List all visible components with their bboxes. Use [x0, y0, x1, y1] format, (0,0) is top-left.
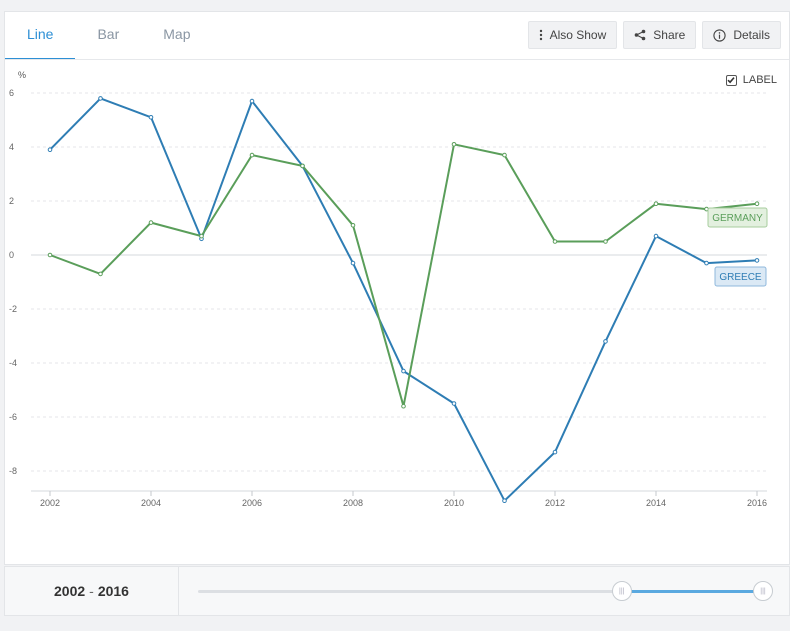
- data-point: [552, 239, 558, 244]
- view-tabs: Line Bar Map: [5, 12, 213, 60]
- x-tick-label: 2016: [747, 498, 767, 508]
- range-start-handle[interactable]: |||: [611, 581, 632, 601]
- series-end-label: GREECE: [719, 272, 762, 283]
- range-label: 2002 - 2016: [5, 567, 179, 615]
- data-point: [300, 163, 305, 169]
- data-point: [98, 96, 103, 101]
- data-point: [502, 152, 507, 158]
- data-point: [249, 152, 255, 158]
- data-point: [148, 115, 154, 120]
- data-point: [199, 233, 204, 239]
- y-tick-label: -4: [9, 358, 17, 368]
- chart-toolbar: Also Show Share Details: [527, 21, 781, 49]
- y-axis-label: %: [18, 70, 26, 80]
- y-tick-label: 2: [9, 196, 14, 206]
- data-point: [704, 260, 709, 266]
- share-button[interactable]: Share: [623, 21, 697, 49]
- y-tick-label: 6: [9, 88, 14, 98]
- y-tick-label: 0: [9, 250, 14, 260]
- share-icon: [634, 29, 646, 41]
- data-point: [451, 401, 457, 406]
- x-tick-label: 2006: [242, 498, 262, 508]
- tab-bar[interactable]: Bar: [97, 26, 120, 42]
- info-icon: [713, 28, 726, 42]
- x-tick-label: 2010: [444, 498, 464, 508]
- x-tick-label: 2014: [646, 498, 666, 508]
- tabs-divider: [5, 59, 789, 60]
- series-line-greece: [49, 97, 758, 502]
- grip-icon: |||: [760, 587, 766, 595]
- details-label: Details: [733, 28, 770, 42]
- data-point: [653, 233, 659, 239]
- range-slider-fill: [621, 590, 763, 593]
- data-point: [148, 220, 154, 225]
- chart-panel: Line Bar Map Also Show Share Details: [4, 11, 790, 565]
- range-separator: -: [89, 583, 94, 599]
- x-tick-label: 2008: [343, 498, 363, 508]
- y-tick-label: -2: [9, 304, 17, 314]
- x-tick-label: 2004: [141, 498, 161, 508]
- data-point: [754, 201, 760, 206]
- range-start: 2002: [54, 583, 86, 599]
- data-point: [47, 147, 53, 152]
- range-end: 2016: [97, 583, 129, 599]
- grip-icon: |||: [619, 587, 625, 595]
- data-point: [603, 339, 608, 344]
- time-range-bar: 2002 - 2016 ||| |||: [4, 566, 790, 616]
- also-show-label: Also Show: [549, 28, 607, 42]
- also-show-button[interactable]: Also Show: [527, 21, 618, 49]
- share-label: Share: [653, 28, 686, 42]
- data-point: [350, 260, 356, 266]
- data-point: [502, 498, 507, 504]
- data-point: [98, 271, 103, 277]
- data-point: [451, 142, 457, 147]
- series-end-label-box: [714, 266, 767, 287]
- data-point: [754, 258, 760, 263]
- y-tick-label: -8: [9, 466, 17, 476]
- label-toggle[interactable]: LABEL: [725, 74, 777, 86]
- label-checkbox-text: LABEL: [742, 74, 777, 86]
- data-point: [401, 403, 406, 409]
- x-tick-label: 2012: [545, 498, 565, 508]
- y-tick-label: 4: [9, 142, 14, 152]
- range-slider-track[interactable]: ||| |||: [198, 581, 773, 601]
- details-button[interactable]: Details: [702, 21, 781, 49]
- series-end-label: GERMANY: [712, 213, 763, 224]
- data-point: [603, 239, 608, 244]
- x-tick-label: 2002: [40, 498, 60, 508]
- y-tick-label: -6: [9, 412, 17, 422]
- tab-map[interactable]: Map: [163, 26, 191, 42]
- series-end-label-box: [707, 207, 768, 228]
- series-line-germany: [49, 143, 758, 408]
- vertical-dots-icon: [539, 29, 543, 41]
- data-point: [350, 223, 356, 228]
- data-point: [401, 368, 406, 374]
- label-checkbox[interactable]: [725, 74, 737, 86]
- data-point: [552, 449, 558, 455]
- data-point: [249, 98, 255, 104]
- range-end-handle[interactable]: |||: [753, 581, 773, 601]
- data-point: [653, 201, 659, 206]
- data-point: [47, 252, 53, 258]
- line-chart: % 6 4 2 0 -2 -4 -6 -8 2002 2004 2006 2008 2010 2012 201…: [9, 70, 768, 508]
